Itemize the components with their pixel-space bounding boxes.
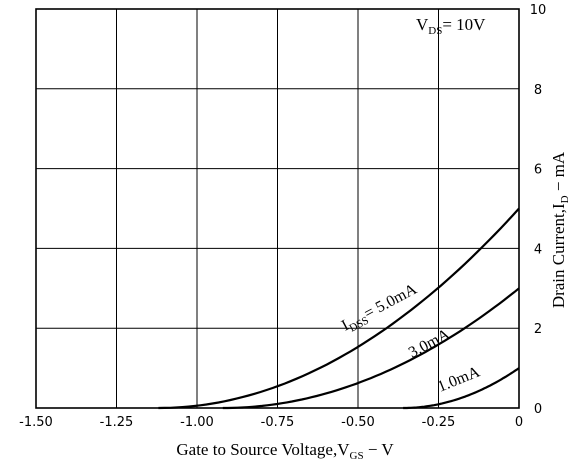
series-curve xyxy=(403,367,520,410)
y-tick-label: 8 xyxy=(534,83,542,98)
y-tick-label: 2 xyxy=(534,322,542,337)
x-tick-label: -1.25 xyxy=(100,415,134,430)
series-label-1mA: 1.0mA xyxy=(435,363,483,395)
x-axis-title: Gate to Source Voltage,VGS − V xyxy=(176,440,394,462)
grid xyxy=(35,8,520,409)
x-tick-labels: -1.50 -1.25 -1.00 -0.75 -0.50 -0.25 0 xyxy=(19,415,523,430)
x-tick-label: -0.75 xyxy=(261,415,295,430)
x-tick-label: -0.50 xyxy=(341,415,375,430)
series-curve xyxy=(158,207,520,410)
y-tick-label: 6 xyxy=(534,163,542,178)
curves xyxy=(158,207,520,410)
y-tick-labels: 0 2 4 6 8 10 xyxy=(530,3,547,417)
y-tick-label: 4 xyxy=(534,242,542,257)
y-axis-title: Drain Current,ID − mA xyxy=(549,151,571,308)
x-tick-label: -0.25 xyxy=(422,415,456,430)
x-tick-label: 0 xyxy=(515,415,523,430)
y-tick-label: 10 xyxy=(530,3,547,18)
y-tick-label: 0 xyxy=(534,402,542,417)
x-tick-label: -1.00 xyxy=(180,415,214,430)
x-tick-label: -1.50 xyxy=(19,415,53,430)
vds-condition-label: VDS= 10V xyxy=(416,15,486,37)
series-curve xyxy=(222,287,520,410)
series-label-3mA: 3.0mA xyxy=(406,326,453,362)
